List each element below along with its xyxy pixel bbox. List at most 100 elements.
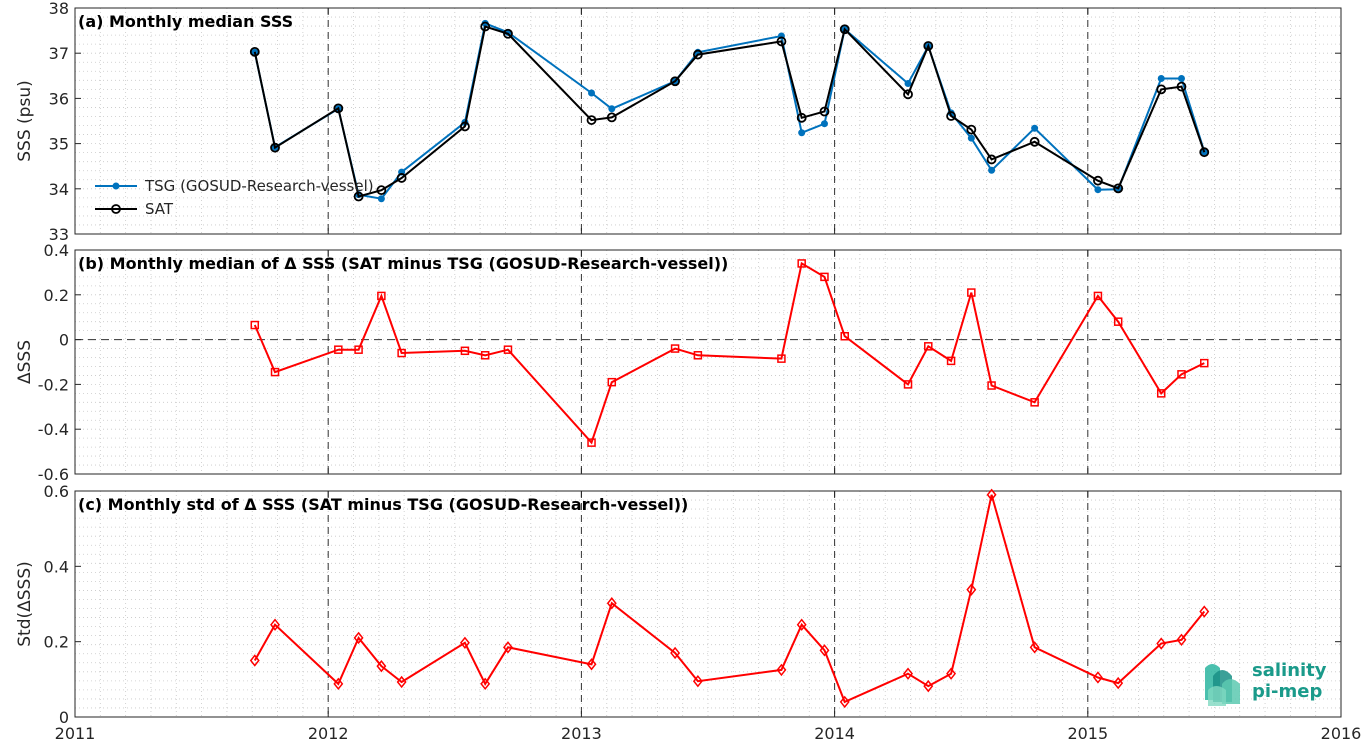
data-point [796,112,807,123]
data-point [1031,124,1039,132]
data-point [798,129,806,137]
data-point [967,288,976,297]
data-point [377,195,385,203]
series-line-0 [253,494,1206,704]
data-point [1157,75,1165,83]
data-point [503,28,513,39]
data-point [480,677,491,691]
data-point [1199,605,1210,618]
data-point [1199,147,1210,158]
data-point [924,342,933,351]
data-point [586,115,597,125]
data-point [1092,671,1103,684]
data-point [250,320,260,330]
data-point [1029,136,1040,147]
y-tick-label: 0 [59,331,69,350]
data-point [1113,183,1124,194]
legend-marker [111,204,121,214]
data-point [270,142,280,153]
data-point [1200,358,1209,368]
data-point [353,191,364,202]
y-tick-label: 0 [59,708,69,727]
data-point [459,636,470,649]
y-tick-label: 34 [49,180,69,199]
y-axis-label: ΔSSS [15,340,35,384]
y-tick-label: 0.4 [44,241,69,260]
y-tick-label: -0.2 [38,375,69,394]
data-point [986,488,997,501]
data-point [923,679,934,693]
series-line-0 [253,261,1205,445]
panel-title: (a) Monthly median SSS [78,12,293,31]
data-point [839,695,850,709]
data-point [987,381,996,390]
x-tick-label: 2013 [561,724,602,743]
data-point [1093,291,1103,301]
data-point [249,654,260,667]
data-point [777,354,786,363]
series-line-1 [253,25,1206,198]
data-point [670,646,681,660]
data-point [1113,317,1123,326]
panel-title: (b) Monthly median of Δ SSS (SAT minus T… [78,254,728,273]
data-point [1176,81,1187,92]
panel-b-delta-sss: -0.6 -0.4 -0.2 0 0.2 0.4 ΔSSS (b) Monthly media… [15,241,1342,484]
y-tick-label: 0.2 [44,286,69,305]
data-point [820,272,829,282]
data-point [249,46,260,57]
data-point [397,348,406,358]
data-point [840,331,849,341]
y-tick-label: 38 [49,0,69,18]
data-point [1156,637,1167,650]
data-point [904,79,912,87]
y-tick-label: 0.4 [44,557,69,576]
y-tick-label: 37 [49,44,69,63]
data-point [796,618,807,631]
data-point [1030,398,1039,407]
y-tick-label: 33 [49,225,69,244]
data-point [1029,641,1040,654]
x-tick-label: 2014 [814,724,855,743]
panel-a-sss: 33 34 35 36 37 38 SSS (psu) (a) Monthly median … [15,0,1342,244]
data-point [903,667,913,680]
data-point [607,377,617,387]
data-point [1156,84,1167,95]
data-point [333,677,344,691]
x-tick-label: 2011 [55,724,96,743]
legend-marker [112,182,120,190]
data-point [1177,75,1185,83]
data-point [460,121,470,132]
x-tick-label: 2012 [308,724,349,743]
data-point [333,103,344,114]
plot-frame [74,249,1342,475]
panel-title: (c) Monthly std of Δ SSS (SAT minus TSG … [78,495,688,514]
data-point [797,259,806,268]
data-point [692,675,703,688]
data-point [670,76,680,87]
data-point [588,89,596,97]
logo-line-2: pi-mep [1252,681,1322,702]
data-point [1176,633,1187,646]
data-point [586,658,597,671]
data-point [376,659,387,673]
data-point [503,641,513,654]
series-line-0 [253,22,1206,200]
data-point [353,631,364,645]
data-point [606,597,617,610]
data-point [1094,186,1102,194]
y-axis-label: Std(ΔSSS) [15,561,35,647]
data-point [587,438,596,447]
logo-waves-icon [1205,664,1240,706]
data-point [376,185,387,196]
data-point [966,124,977,135]
data-point [1113,676,1124,690]
logo-line-1: salinity [1252,660,1327,681]
data-point [946,111,956,121]
data-point [480,351,490,360]
y-tick-label: 0.2 [44,633,69,652]
data-point [396,675,407,689]
data-point [1093,175,1103,186]
data-point [986,154,997,165]
data-point [670,344,680,353]
